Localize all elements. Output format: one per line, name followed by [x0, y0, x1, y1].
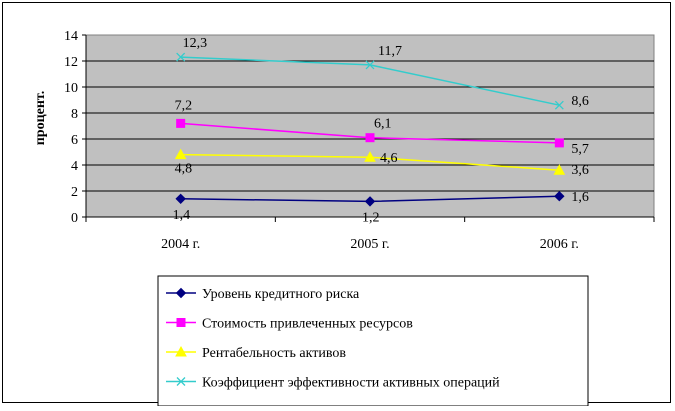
y-axis-title: процент.	[33, 91, 48, 146]
legend-label: Стоимость привлеченных ресурсов	[202, 317, 413, 332]
data-label: 5,7	[571, 142, 589, 157]
data-label: 4,6	[380, 151, 398, 166]
data-labels: 1,4 1,2 1,6 7,2 6,1 5,7 4,8 4,6 3,6 12,3 11,7 8,6	[173, 36, 589, 225]
y-tick-label: 14	[64, 29, 78, 44]
data-point	[554, 190, 565, 202]
legend	[157, 275, 589, 407]
data-label: 8,6	[571, 94, 589, 109]
data-point	[364, 151, 376, 162]
data-point	[553, 164, 566, 175]
legend-marker	[176, 318, 186, 327]
legend-label: Уровень кредитного риска	[202, 287, 360, 302]
data-point	[174, 148, 187, 160]
data-point	[176, 52, 186, 62]
axes: 0 2 4 6 8 10 12 14 2004 г. 2005 г. 2006 г.	[64, 29, 655, 252]
y-tick-label: 10	[64, 81, 78, 96]
series-2	[174, 148, 566, 175]
legend-label: Коэффициент эффективности активных опера…	[202, 376, 500, 391]
data-label: 4,8	[175, 162, 193, 177]
data-point	[175, 193, 186, 205]
data-label: 3,6	[571, 163, 589, 178]
data-point	[365, 60, 375, 70]
series-lines	[174, 52, 566, 207]
y-tick-label: 8	[71, 107, 78, 122]
legend-label: Рентабельность активов	[202, 346, 346, 361]
y-tick-label: 6	[71, 133, 78, 148]
y-tick-label: 2	[71, 185, 78, 200]
data-label: 1,6	[571, 190, 589, 205]
legend-marker	[175, 345, 187, 357]
series-0	[175, 190, 565, 207]
data-label: 7,2	[175, 98, 193, 113]
legend-marker	[175, 287, 187, 299]
x-tick-label: 2004 г.	[161, 237, 200, 252]
legend-entries: Уровень кредитного риска Стоимость привле…	[166, 287, 500, 391]
series-3	[176, 52, 564, 110]
data-point	[554, 100, 564, 110]
data-point	[176, 118, 186, 128]
legend-marker	[176, 377, 186, 386]
data-label: 11,7	[378, 44, 402, 59]
x-tick-label: 2006 г.	[540, 237, 579, 252]
legend-entry: Уровень кредитного риска	[166, 287, 360, 302]
legend-entry: Коэффициент эффективности активных опера…	[166, 376, 500, 391]
plot-area	[85, 34, 655, 218]
data-label: 1,2	[362, 210, 380, 225]
legend-entry: Стоимость привлеченных ресурсов	[166, 317, 413, 332]
data-point	[365, 133, 375, 143]
x-tick-label: 2005 г.	[350, 237, 389, 252]
data-point	[364, 196, 376, 207]
y-tick-label: 12	[64, 55, 78, 70]
data-label: 1,4	[173, 208, 191, 223]
legend-entry: Рентабельность активов	[166, 345, 346, 361]
data-label: 12,3	[183, 36, 208, 51]
data-point	[554, 138, 564, 148]
y-tick-label: 4	[71, 159, 78, 174]
y-tick-label: 0	[71, 211, 78, 226]
series-1	[176, 118, 564, 148]
data-label: 6,1	[374, 117, 392, 132]
